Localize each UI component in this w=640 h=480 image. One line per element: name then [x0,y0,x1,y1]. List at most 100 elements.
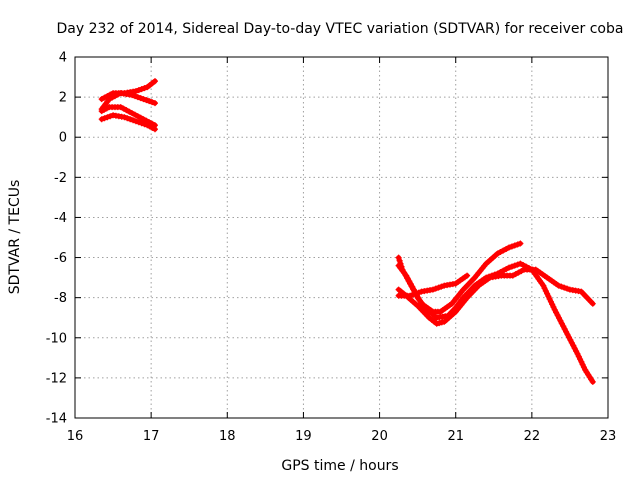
x-tick-label: 16 [67,429,84,444]
y-tick-label: -8 [54,291,67,306]
data-point [580,364,587,371]
series-track-8 [395,272,471,299]
data-point [101,115,108,122]
data-point [561,326,568,332]
data-point [135,119,142,126]
y-tick-label: -6 [54,251,67,266]
data-point [409,291,416,298]
data-point [396,257,403,264]
data-point [508,263,515,270]
data-point [558,283,565,290]
y-tick-label: -2 [54,171,67,186]
data-point [511,262,518,269]
data-point [127,116,134,123]
data-point [152,100,158,107]
y-tick-label: 2 [59,91,67,106]
data-point [134,94,141,101]
data-point [152,78,158,85]
data-point [517,240,524,247]
data-point [98,116,105,123]
data-point [104,114,111,121]
series-track-4 [98,112,158,133]
data-point [555,282,562,289]
data-point [432,285,439,292]
y-tick-label: -12 [46,371,67,386]
y-tick-label: -10 [46,331,67,346]
data-point [589,378,596,385]
data-point [121,114,128,121]
data-point [395,254,402,261]
data-point [438,283,445,290]
x-tick-label: 17 [143,429,160,444]
data-point [574,350,581,357]
data-point [567,337,574,343]
x-tick-label: 20 [371,429,388,444]
series-track-6 [395,240,524,315]
data-point [508,243,515,250]
data-point [429,286,436,293]
data-point [149,99,156,106]
y-tick-label: 0 [59,131,67,146]
chart-title: Day 232 of 2014, Sidereal Day-to-day VTE… [57,21,624,37]
data-point [578,358,585,365]
series-track-7 [395,266,596,327]
data-point [132,88,139,95]
data-point [542,288,549,294]
data-point [141,121,148,128]
data-point [579,361,586,368]
data-point [137,95,144,102]
x-axis-label: GPS time / hours [281,458,398,474]
data-point [412,290,419,297]
data-point [545,293,552,300]
data-point [135,87,142,94]
data-point [132,118,139,125]
plot-frame [74,56,609,419]
data-point [561,284,568,291]
data-point [550,304,557,310]
data-point [506,244,512,251]
data-point [557,317,564,324]
data-point [564,285,571,292]
data-point [141,85,148,92]
data-point [138,120,145,127]
x-tick-label: 21 [447,429,464,444]
data-point [551,306,558,313]
y-axis-label: SDTVAR / TECUs [7,180,23,295]
data-point [506,264,512,271]
data-point [511,242,518,249]
data-point [129,92,136,99]
data-point [547,298,554,305]
data-point [143,97,150,104]
x-tick-label: 22 [524,429,541,444]
data-point [107,113,114,120]
data-series [98,78,596,385]
grid [75,57,608,418]
data-point [140,96,147,103]
x-tick-label: 18 [219,429,236,444]
data-point [415,289,422,296]
data-point [132,93,138,100]
series-track-2 [98,90,158,113]
data-point [546,296,553,302]
data-point [146,98,153,105]
data-point [571,345,578,352]
data-point [152,126,158,133]
y-tick-label: 4 [59,51,67,66]
data-point [464,272,471,279]
data-point [541,285,548,292]
y-tick-label: -14 [46,412,67,427]
data-point [407,292,413,299]
data-point [130,117,137,124]
x-tick-label: 19 [295,429,312,444]
data-point [138,86,145,93]
x-tick-label: 23 [600,429,617,444]
data-point [124,115,131,122]
data-point [540,282,547,289]
data-point [514,261,521,268]
data-point [514,241,521,248]
y-tick-label: -4 [54,211,67,226]
data-point [435,284,442,291]
